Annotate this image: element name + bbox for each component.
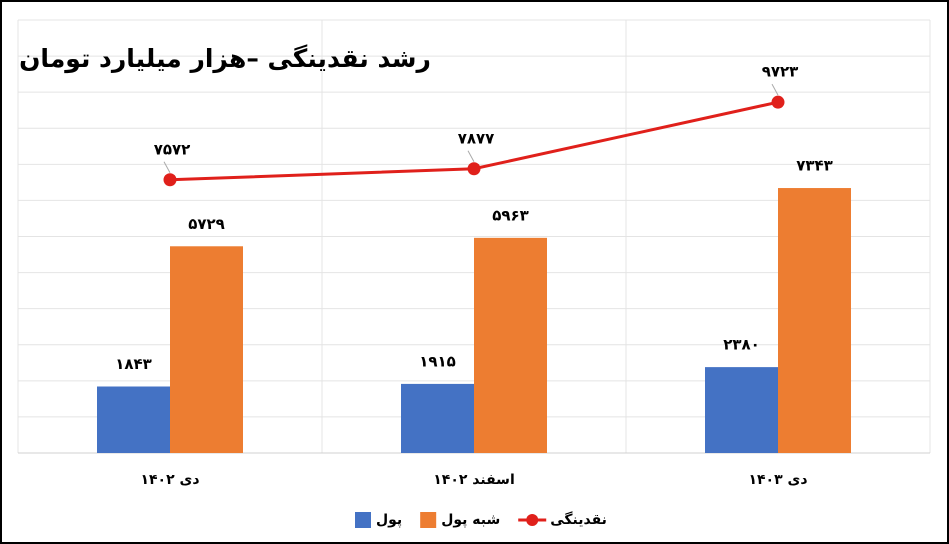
data-label: ۱۸۴۳ xyxy=(115,355,152,373)
leader-line xyxy=(771,83,779,96)
bar xyxy=(474,237,547,453)
line-point xyxy=(771,95,785,109)
x-tick-label: دی ۱۴۰۳ xyxy=(748,472,807,488)
line-point xyxy=(467,162,481,176)
bar xyxy=(705,367,778,453)
bar xyxy=(401,383,474,453)
leader-line xyxy=(163,161,171,174)
data-label: ۱۹۱۵ xyxy=(419,352,456,370)
legend-label: شبه پول xyxy=(441,512,500,528)
data-label: ۲۳۸۰ xyxy=(723,336,760,354)
x-tick-label: اسفند ۱۴۰۲ xyxy=(433,472,515,488)
data-label: ۹۷۲۳ xyxy=(762,63,799,81)
bar xyxy=(170,246,243,453)
data-label: ۷۳۴۳ xyxy=(796,157,833,175)
data-label: ۷۵۷۲ xyxy=(154,140,191,158)
x-tick-label: دی ۱۴۰۲ xyxy=(140,472,199,488)
legend-label: پول xyxy=(376,512,402,528)
bar xyxy=(97,386,170,453)
leader-line xyxy=(467,150,475,163)
data-label: ۵۷۲۹ xyxy=(188,215,225,233)
chart-title: رشد نقدینگی –هزار میلیارد تومان xyxy=(19,44,431,74)
bar xyxy=(778,188,851,453)
data-label: ۷۸۷۷ xyxy=(458,129,495,147)
legend-label: نقدینگی xyxy=(550,511,607,528)
data-label: ۵۹۶۳ xyxy=(492,206,529,224)
legend-swatch xyxy=(526,514,539,526)
legend-swatch xyxy=(420,512,437,528)
legend-swatch xyxy=(355,512,371,528)
line-point xyxy=(163,173,177,187)
